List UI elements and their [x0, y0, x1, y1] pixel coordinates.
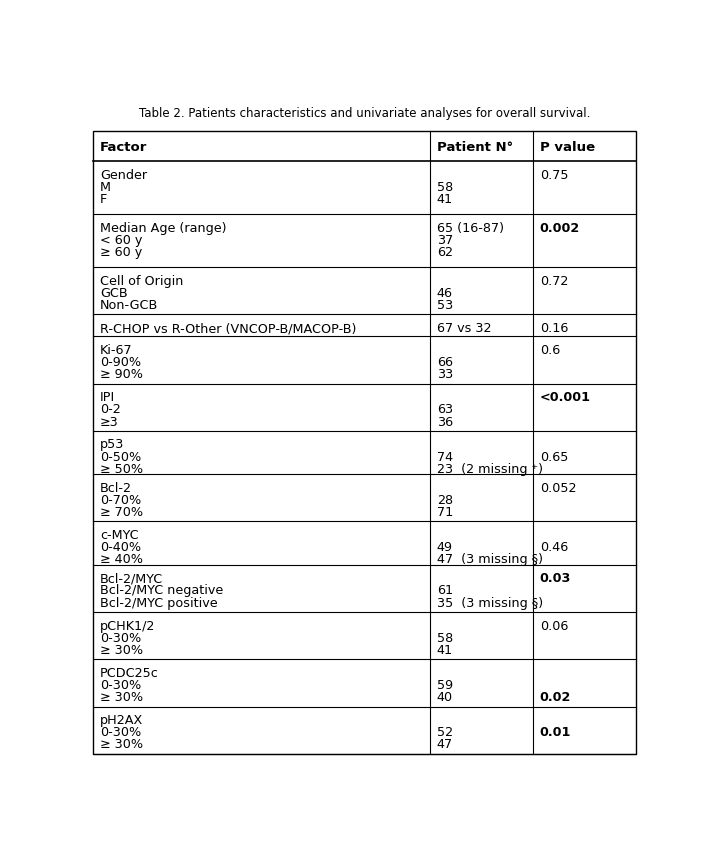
Text: IPI: IPI	[100, 391, 115, 403]
Text: Bcl-2/MYC positive: Bcl-2/MYC positive	[100, 596, 218, 609]
Text: Bcl-2: Bcl-2	[100, 481, 132, 494]
Text: 66: 66	[436, 356, 453, 368]
Text: Cell of Origin: Cell of Origin	[100, 275, 184, 287]
Text: 0.02: 0.02	[540, 690, 571, 704]
Text: 0-70%: 0-70%	[100, 493, 141, 507]
Text: 47: 47	[436, 738, 453, 751]
Text: 71: 71	[436, 506, 453, 519]
Text: 0.75: 0.75	[540, 168, 568, 182]
Text: 0-2: 0-2	[100, 403, 121, 416]
Text: 0.72: 0.72	[540, 275, 568, 287]
Text: 52: 52	[436, 725, 453, 739]
Text: pH2AX: pH2AX	[100, 713, 143, 726]
Text: 0-30%: 0-30%	[100, 725, 141, 739]
Text: 41: 41	[436, 193, 453, 206]
Text: <0.001: <0.001	[540, 391, 591, 403]
Text: Ki-67: Ki-67	[100, 344, 132, 357]
Text: 40: 40	[436, 690, 453, 704]
Text: 41: 41	[436, 643, 453, 656]
Text: 0.46: 0.46	[540, 541, 568, 554]
Text: M: M	[100, 181, 111, 194]
Text: 0.06: 0.06	[540, 618, 568, 632]
Text: 74: 74	[436, 450, 453, 463]
Text: 37: 37	[436, 234, 453, 247]
Text: P value: P value	[540, 141, 595, 154]
Text: 0.16: 0.16	[540, 322, 568, 334]
Text: 59: 59	[436, 678, 453, 691]
Text: 0.03: 0.03	[540, 572, 571, 584]
Text: 0.002: 0.002	[540, 222, 580, 235]
Text: 47  (3 missing §): 47 (3 missing §)	[436, 553, 543, 566]
Text: 36: 36	[436, 415, 453, 428]
Text: GCB: GCB	[100, 287, 127, 299]
Text: p53: p53	[100, 438, 125, 451]
Text: Factor: Factor	[100, 141, 147, 154]
Text: ≥ 30%: ≥ 30%	[100, 738, 143, 751]
Text: Median Age (range): Median Age (range)	[100, 222, 226, 235]
Text: 67 vs 32: 67 vs 32	[436, 322, 491, 334]
Text: Table 2. Patients characteristics and univariate analyses for overall survival.: Table 2. Patients characteristics and un…	[140, 107, 590, 120]
Text: 35  (3 missing §): 35 (3 missing §)	[436, 596, 543, 609]
Text: Patient N°: Patient N°	[436, 141, 513, 154]
Text: 49: 49	[436, 541, 453, 554]
Text: ≥ 30%: ≥ 30%	[100, 690, 143, 704]
Text: 0-40%: 0-40%	[100, 541, 141, 554]
Text: 33: 33	[436, 368, 453, 380]
Text: ≥ 70%: ≥ 70%	[100, 506, 143, 519]
Text: ≥ 50%: ≥ 50%	[100, 462, 143, 475]
Text: 0-30%: 0-30%	[100, 631, 141, 644]
Text: 28: 28	[436, 493, 453, 507]
Text: < 60 y: < 60 y	[100, 234, 142, 247]
Text: 0-30%: 0-30%	[100, 678, 141, 691]
Text: 65 (16-87): 65 (16-87)	[436, 222, 503, 235]
Text: Gender: Gender	[100, 168, 147, 182]
Text: Bcl-2/MYC negative: Bcl-2/MYC negative	[100, 583, 224, 597]
Text: 0-90%: 0-90%	[100, 356, 141, 368]
Text: c-MYC: c-MYC	[100, 528, 139, 542]
Text: R-CHOP vs R-Other (VNCOP-B/MACOP-B): R-CHOP vs R-Other (VNCOP-B/MACOP-B)	[100, 322, 357, 334]
Text: 58: 58	[436, 181, 453, 194]
Text: 62: 62	[436, 246, 453, 258]
Text: 0.052: 0.052	[540, 481, 576, 494]
Text: ≥ 60 y: ≥ 60 y	[100, 246, 142, 258]
Text: 63: 63	[436, 403, 453, 416]
Text: 46: 46	[436, 287, 453, 299]
Text: Bcl-2/MYC: Bcl-2/MYC	[100, 572, 163, 584]
Text: F: F	[100, 193, 108, 206]
Text: 23  (2 missing ⁺): 23 (2 missing ⁺)	[436, 462, 543, 475]
Text: ≥ 30%: ≥ 30%	[100, 643, 143, 656]
Text: 61: 61	[436, 583, 453, 597]
Text: 58: 58	[436, 631, 453, 644]
Text: 0.6: 0.6	[540, 344, 560, 357]
Text: 0-50%: 0-50%	[100, 450, 141, 463]
Text: pCHK1/2: pCHK1/2	[100, 618, 155, 632]
Text: ≥ 90%: ≥ 90%	[100, 368, 143, 380]
Text: ≥ 40%: ≥ 40%	[100, 553, 143, 566]
Text: Non-GCB: Non-GCB	[100, 299, 158, 311]
Text: PCDC25c: PCDC25c	[100, 666, 159, 679]
Text: 0.65: 0.65	[540, 450, 568, 463]
Text: ≥3: ≥3	[100, 415, 119, 428]
Text: 0.01: 0.01	[540, 725, 571, 739]
Text: 53: 53	[436, 299, 453, 311]
